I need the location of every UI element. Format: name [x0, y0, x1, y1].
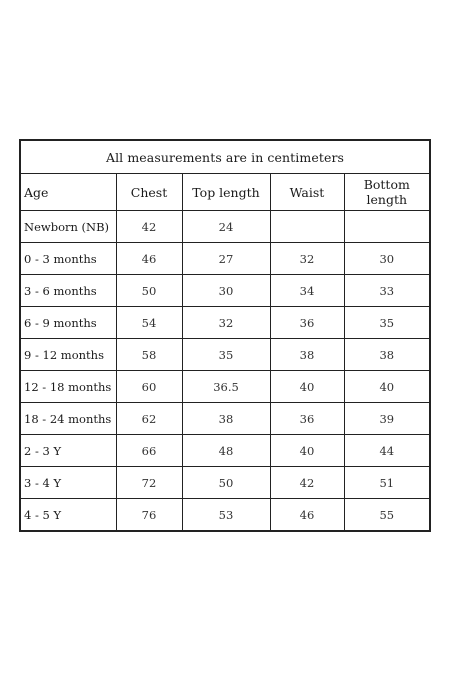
age-cell: 3 - 6 months [19, 274, 117, 307]
chest-cell: 72 [115, 466, 183, 499]
bottom-length-cell [343, 210, 431, 243]
table-row: 9 - 12 months 58 35 38 38 [19, 338, 431, 371]
table-row: 3 - 4 Y 72 50 42 51 [19, 466, 431, 499]
header-waist: Waist [269, 173, 345, 211]
chest-cell: 58 [115, 338, 183, 371]
age-cell: 6 - 9 months [19, 306, 117, 339]
table-row: 0 - 3 months 46 27 32 30 [19, 242, 431, 275]
table-row: 3 - 6 months 50 30 34 33 [19, 274, 431, 307]
chest-cell: 42 [115, 210, 183, 243]
waist-cell: 40 [269, 370, 345, 403]
chest-cell: 76 [115, 498, 183, 532]
age-cell: Newborn (NB) [19, 210, 117, 243]
waist-cell: 36 [269, 402, 345, 435]
top-length-cell: 38 [181, 402, 271, 435]
chest-cell: 60 [115, 370, 183, 403]
waist-cell: 46 [269, 498, 345, 532]
bottom-length-cell: 51 [343, 466, 431, 499]
chest-cell: 50 [115, 274, 183, 307]
top-length-cell: 36.5 [181, 370, 271, 403]
chest-cell: 62 [115, 402, 183, 435]
bottom-length-cell: 35 [343, 306, 431, 339]
top-length-cell: 24 [181, 210, 271, 243]
table-row: 6 - 9 months 54 32 36 35 [19, 306, 431, 339]
bottom-length-cell: 30 [343, 242, 431, 275]
waist-cell: 36 [269, 306, 345, 339]
age-cell: 12 - 18 months [19, 370, 117, 403]
bottom-length-cell: 33 [343, 274, 431, 307]
bottom-length-cell: 44 [343, 434, 431, 467]
caption-row: All measurements are in centimeters [19, 139, 431, 174]
waist-cell: 38 [269, 338, 345, 371]
chest-cell: 54 [115, 306, 183, 339]
table-row: 4 - 5 Y 76 53 46 55 [19, 498, 431, 532]
waist-cell: 34 [269, 274, 345, 307]
top-length-cell: 35 [181, 338, 271, 371]
table-caption: All measurements are in centimeters [19, 139, 431, 174]
header-bottom-length-label: Bottom length [363, 177, 410, 207]
header-chest: Chest [115, 173, 183, 211]
top-length-cell: 48 [181, 434, 271, 467]
waist-cell: 40 [269, 434, 345, 467]
table-row: 12 - 18 months 60 36.5 40 40 [19, 370, 431, 403]
age-cell: 4 - 5 Y [19, 498, 117, 532]
waist-cell: 42 [269, 466, 345, 499]
table-row: Newborn (NB) 42 24 [19, 210, 431, 243]
age-cell: 2 - 3 Y [19, 434, 117, 467]
bottom-length-cell: 38 [343, 338, 431, 371]
top-length-cell: 50 [181, 466, 271, 499]
chest-cell: 46 [115, 242, 183, 275]
age-cell: 3 - 4 Y [19, 466, 117, 499]
chest-cell: 66 [115, 434, 183, 467]
waist-cell [269, 210, 345, 243]
bottom-length-cell: 40 [343, 370, 431, 403]
header-age: Age [19, 173, 117, 211]
table-row: 18 - 24 months 62 38 36 39 [19, 402, 431, 435]
table-row: 2 - 3 Y 66 48 40 44 [19, 434, 431, 467]
top-length-cell: 27 [181, 242, 271, 275]
waist-cell: 32 [269, 242, 345, 275]
size-chart-table: All measurements are in centimeters Age … [19, 139, 432, 532]
top-length-cell: 30 [181, 274, 271, 307]
bottom-length-cell: 55 [343, 498, 431, 532]
bottom-length-cell: 39 [343, 402, 431, 435]
top-length-cell: 53 [181, 498, 271, 532]
header-top-length: Top length [181, 173, 271, 211]
age-cell: 9 - 12 months [19, 338, 117, 371]
top-length-cell: 32 [181, 306, 271, 339]
header-row: Age Chest Top length Waist Bottom length [19, 173, 431, 211]
header-bottom-length: Bottom length [343, 173, 431, 211]
age-cell: 0 - 3 months [19, 242, 117, 275]
age-cell: 18 - 24 months [19, 402, 117, 435]
